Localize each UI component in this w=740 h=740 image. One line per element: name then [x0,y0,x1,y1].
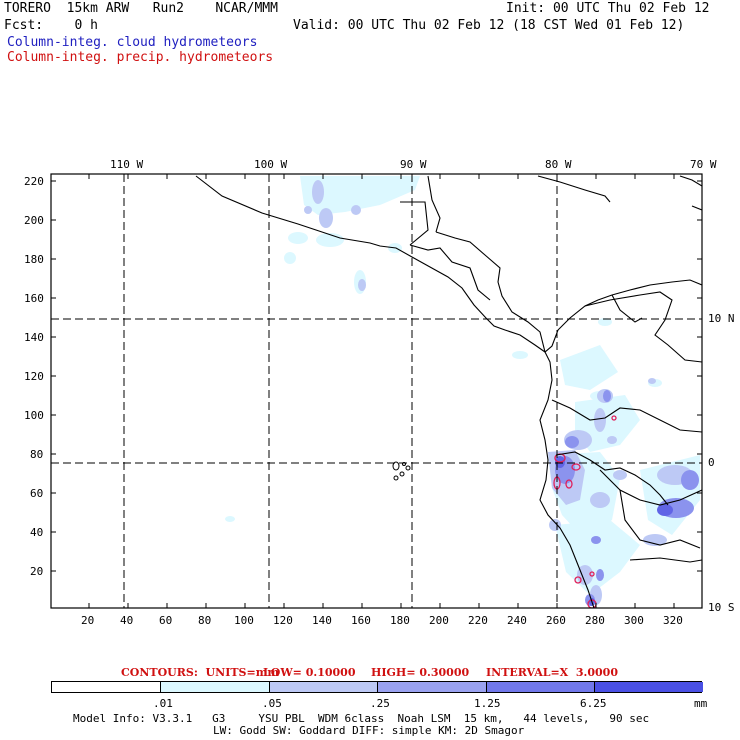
left-ticks [51,180,702,572]
y-grid-label: 120 [24,370,44,383]
map-frame [50,173,703,609]
colorbar [51,681,703,693]
galapagos-islands [392,461,411,481]
contour-interval: INTERVAL=X 3.0000 [486,666,618,679]
colorbar-label: .05 [262,697,282,710]
x-grid-label: 20 [81,614,95,627]
lat-label: 0 [708,456,715,469]
x-grid-label: 80 [198,614,212,627]
lon-label: 90 W [400,158,427,171]
colorbar-units: mm [694,697,708,710]
x-grid-label: 280 [585,614,605,627]
model-info: Model Info: V3.3.1 G3 YSU PBL WDM 6class… [73,712,650,725]
colorbar-swatch [486,682,594,692]
y-grid-label: 20 [30,565,44,578]
lon-label: 100 W [254,158,288,171]
lat-label: 10 S [708,601,735,614]
contour-low: LOW= 0.10000 [263,666,356,679]
header-init-time: Init: 00 UTC Thu 02 Feb 12 [506,1,710,16]
x-grid-label: 120 [273,614,293,627]
colorbar-label: 1.25 [474,697,501,710]
header-model-run: TORERO 15km ARW Run2 NCAR/MMM [4,1,278,16]
x-grid-label: 180 [390,614,410,627]
header-forecast-hour: Fcst: 0 h [4,18,98,33]
x-grid-label: 320 [663,614,683,627]
x-grid-label: 160 [351,614,371,627]
model-physics: LW: Godd SW: Goddard DIFF: simple KM: 2D… [213,724,525,737]
graticule [51,174,702,608]
bottom-ticks [88,174,675,608]
cloud-shading [225,176,700,608]
colorbar-label: .25 [370,697,390,710]
field-title-cloud: Column-integ. cloud hydrometeors [7,35,258,50]
coastline [195,175,702,608]
header-valid-time: Valid: 00 UTC Thu 02 Feb 12 (18 CST Wed … [293,18,685,33]
y-grid-label: 140 [24,331,44,344]
x-grid-label: 100 [234,614,254,627]
x-grid-label: 40 [120,614,134,627]
x-grid-label: 200 [429,614,449,627]
lon-label: 80 W [545,158,572,171]
lat-label: 10 N [708,312,735,325]
y-grid-label: 160 [24,292,44,305]
contour-units: CONTOURS: UNITS=mm [121,666,279,679]
y-grid-label: 180 [24,253,44,266]
lon-label: 110 W [110,158,144,171]
colorbar-swatch [269,682,377,692]
x-grid-label: 60 [159,614,173,627]
y-grid-label: 200 [24,214,44,227]
colorbar-label: 6.25 [580,697,607,710]
x-grid-label: 300 [624,614,644,627]
y-grid-label: 220 [24,175,44,188]
x-grid-label: 140 [312,614,332,627]
colorbar-swatch [160,682,269,692]
contour-high: HIGH= 0.30000 [371,666,470,679]
x-grid-label: 220 [468,614,488,627]
field-title-precip: Column-integ. precip. hydrometeors [7,50,274,65]
lon-label: 70 W [690,158,717,171]
colorbar-swatch [52,682,160,692]
y-grid-label: 60 [30,487,44,500]
colorbar-label: .01 [153,697,173,710]
y-grid-label: 40 [30,526,44,539]
y-grid-label: 80 [30,448,44,461]
colorbar-swatch [377,682,486,692]
colorbar-swatch [594,682,703,692]
x-grid-label: 260 [546,614,566,627]
x-grid-label: 240 [507,614,527,627]
y-grid-label: 100 [24,409,44,422]
